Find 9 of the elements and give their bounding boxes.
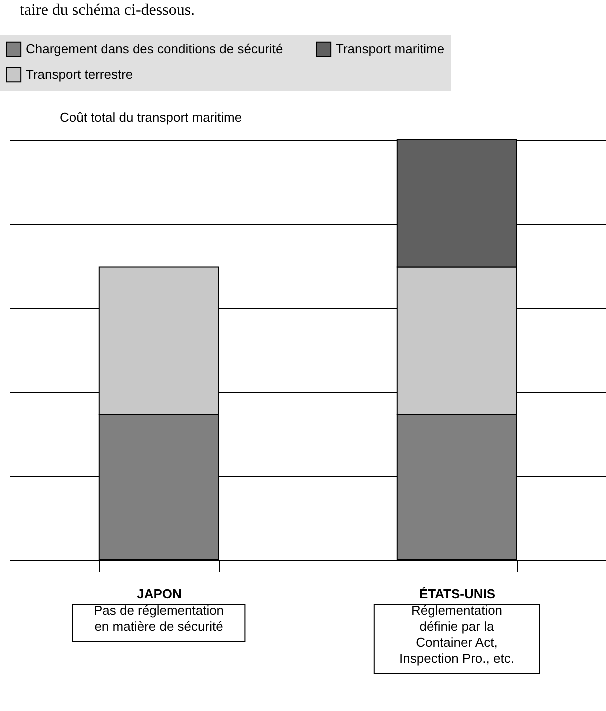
legend-label: Chargement dans des conditions de sécurité [26,41,284,56]
text: Pas de réglementation en matière de sécurité [94,603,224,634]
legend-label: Transport maritime [336,41,445,56]
x-tick-label: ÉTATS-UNIS [419,586,496,602]
legend-label: Transport terrestre [26,67,134,82]
y-axis-title: Coût total du transport maritime [60,110,242,125]
text: taire du schéma ci-dessous. [20,2,196,19]
x-tick-label: JAPON [137,586,182,602]
text: Réglementation définie par la Container Act, Inspection Pro., etc. [400,603,514,666]
